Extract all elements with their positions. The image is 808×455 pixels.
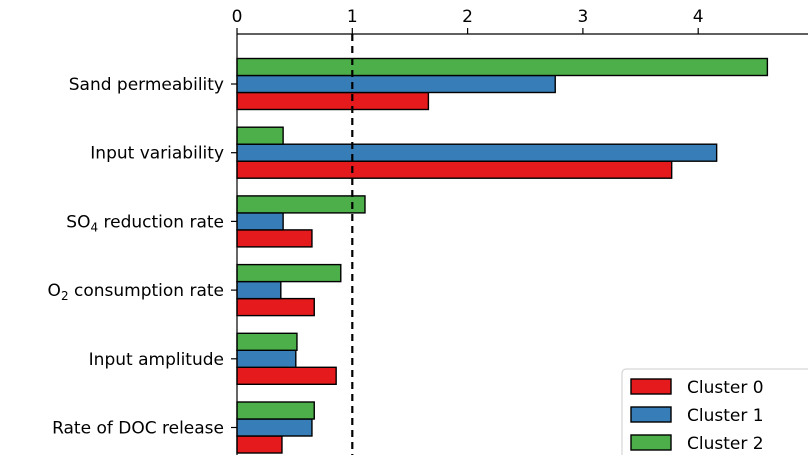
- legend-swatch-2: [630, 434, 672, 451]
- bar-cluster-1-4: [236, 349, 297, 368]
- bar-cluster-2-5: [236, 401, 315, 420]
- bar-cluster-2-1: [236, 126, 284, 145]
- category-label-2: SO4 reduction rate: [66, 212, 224, 234]
- bar-cluster-0-5: [236, 435, 283, 454]
- bar-cluster-1-0: [236, 74, 556, 94]
- legend-label-2: Cluster 2: [687, 434, 764, 454]
- bar-cluster-0-2: [236, 229, 313, 248]
- category-label-1: Input variability: [90, 144, 224, 164]
- category-label-3: O2 consumption rate: [48, 281, 224, 303]
- bar-cluster-2-2: [236, 195, 366, 214]
- legend-label-1: Cluster 1: [687, 406, 764, 426]
- bar-cluster-0-1: [236, 160, 673, 179]
- bar-cluster-0-4: [236, 366, 337, 385]
- axes-group: 0 1 2 3 4 Sand permeability Input variability S…: [48, 7, 808, 455]
- legend-swatch-1: [630, 406, 672, 423]
- bar-cluster-0-3: [236, 297, 315, 317]
- x-tick-label-0: 0: [232, 7, 243, 27]
- x-tick-label-2: 2: [462, 7, 473, 27]
- category-label-0: Sand permeability: [69, 75, 224, 95]
- bar-cluster-1-5: [236, 418, 313, 437]
- bar-cluster-1-1: [236, 143, 718, 162]
- bar-cluster-0-0: [236, 91, 430, 111]
- category-label-4: Input amplitude: [89, 350, 224, 370]
- bar-cluster-1-2: [236, 212, 284, 231]
- bar-cluster-2-0: [236, 57, 769, 77]
- bar-cluster-2-3: [236, 263, 342, 283]
- x-tick-label-1: 1: [347, 7, 358, 27]
- x-tick-label-4: 4: [693, 7, 704, 27]
- legend-swatch-0: [630, 378, 672, 395]
- bar-cluster-1-3: [236, 280, 282, 300]
- x-tick-label-3: 3: [577, 7, 588, 27]
- legend: Cluster 0 Cluster 1 Cluster 2: [621, 368, 808, 455]
- bar-cluster-2-4: [236, 332, 298, 351]
- category-label-5: Rate of DOC release: [52, 419, 224, 439]
- legend-label-0: Cluster 0: [687, 378, 764, 398]
